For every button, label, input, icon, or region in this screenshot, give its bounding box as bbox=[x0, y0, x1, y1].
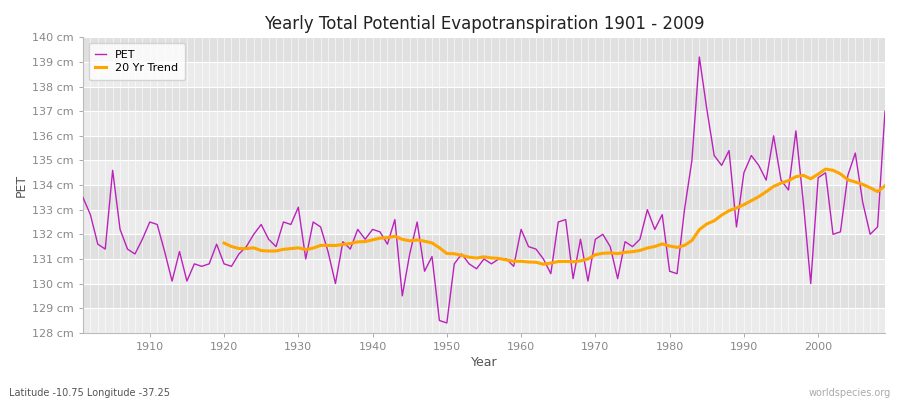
PET bbox=[77, 195, 88, 200]
Title: Yearly Total Potential Evapotranspiration 1901 - 2009: Yearly Total Potential Evapotranspiratio… bbox=[264, 15, 704, 33]
20 Yr Trend bbox=[419, 239, 430, 244]
20 Yr Trend bbox=[820, 167, 831, 172]
Legend: PET, 20 Yr Trend: PET, 20 Yr Trend bbox=[88, 43, 185, 80]
Line: PET: PET bbox=[83, 57, 885, 323]
Text: Latitude -10.75 Longitude -37.25: Latitude -10.75 Longitude -37.25 bbox=[9, 388, 170, 398]
Bar bbox=[83, 86, 885, 111]
20 Yr Trend bbox=[865, 185, 876, 190]
20 Yr Trend bbox=[308, 246, 319, 250]
Bar bbox=[83, 136, 885, 160]
Bar bbox=[83, 37, 885, 62]
PET bbox=[612, 276, 623, 281]
PET bbox=[516, 227, 526, 232]
PET bbox=[301, 256, 311, 261]
PET bbox=[694, 55, 705, 60]
PET bbox=[345, 247, 356, 252]
20 Yr Trend bbox=[687, 238, 698, 243]
PET bbox=[523, 244, 534, 249]
Bar bbox=[83, 259, 885, 284]
20 Yr Trend bbox=[790, 174, 801, 179]
Bar bbox=[83, 111, 885, 136]
Bar bbox=[83, 210, 885, 234]
Bar bbox=[83, 62, 885, 86]
Bar bbox=[83, 160, 885, 185]
X-axis label: Year: Year bbox=[471, 356, 498, 369]
Text: worldspecies.org: worldspecies.org bbox=[809, 388, 891, 398]
Bar bbox=[83, 234, 885, 259]
20 Yr Trend bbox=[219, 241, 230, 246]
20 Yr Trend bbox=[538, 262, 549, 267]
Line: 20 Yr Trend: 20 Yr Trend bbox=[224, 169, 885, 264]
Bar bbox=[83, 308, 885, 333]
PET bbox=[879, 109, 890, 114]
Y-axis label: PET: PET bbox=[15, 174, 28, 197]
Bar bbox=[83, 185, 885, 210]
20 Yr Trend bbox=[776, 181, 787, 186]
PET bbox=[137, 237, 148, 242]
PET bbox=[441, 320, 452, 325]
Bar bbox=[83, 284, 885, 308]
20 Yr Trend bbox=[879, 184, 890, 188]
